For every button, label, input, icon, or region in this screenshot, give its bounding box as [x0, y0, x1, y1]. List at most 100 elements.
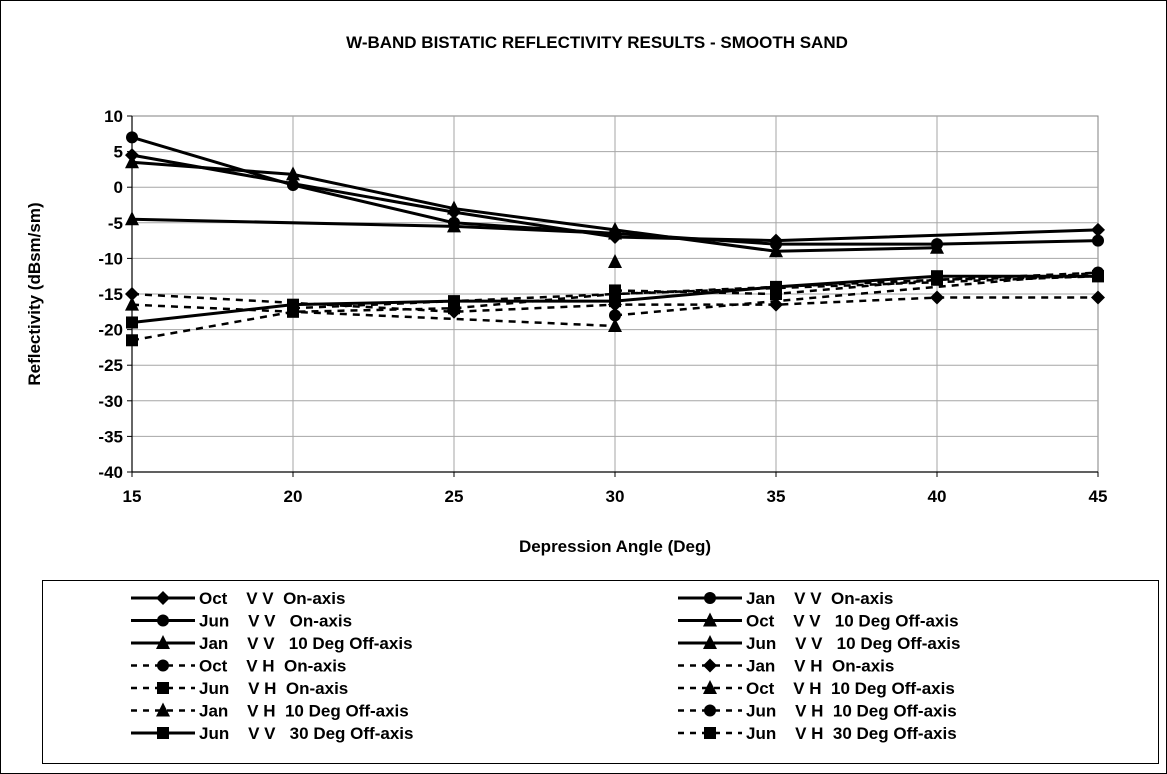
- series-line: [131, 160, 938, 253]
- legend-entry: Jun V H 10 Deg Off-axis: [678, 702, 957, 721]
- legend-entry: Jun V H On-axis: [131, 679, 348, 698]
- legend-entry: Jun V V 30 Deg Off-axis: [131, 724, 413, 743]
- data-point: [931, 273, 943, 286]
- series-line: [614, 274, 1099, 296]
- legend-label: Jun V H 10 Deg Off-axis: [746, 702, 957, 721]
- y-tick-label: -25: [98, 356, 123, 375]
- y-tick-label: -35: [98, 427, 123, 446]
- data-point: [1092, 234, 1104, 247]
- legend-entry: Oct V V 10 Deg Off-axis: [678, 612, 959, 631]
- data-point: [608, 318, 622, 333]
- legend-marker: [157, 614, 169, 627]
- legend-label: Oct V V On-axis: [199, 589, 345, 608]
- series-line: [131, 274, 1099, 342]
- data-point: [447, 200, 461, 215]
- legend-label: Jun V V 30 Deg Off-axis: [199, 724, 413, 743]
- legend-entry: Jun V V 10 Deg Off-axis: [678, 634, 960, 653]
- legend-marker: [156, 702, 170, 717]
- legend-entry: Jun V V On-axis: [131, 612, 352, 631]
- data-point: [448, 295, 460, 308]
- legend-marker: [703, 680, 717, 694]
- series-line: [131, 303, 616, 328]
- data-point: [126, 334, 138, 347]
- data-point: [1092, 270, 1104, 283]
- data-point: [1091, 222, 1105, 237]
- series-13: [609, 270, 1104, 300]
- legend-label: Jan V H 10 Deg Off-axis: [199, 702, 409, 721]
- legend-label: Jan V V On-axis: [746, 589, 893, 608]
- data-series: [125, 131, 1105, 347]
- legend-label: Jan V H On-axis: [746, 657, 894, 676]
- legend-marker: [703, 612, 717, 627]
- legend-marker: [704, 727, 716, 739]
- legend-marker: [703, 658, 717, 673]
- legend-marker: [156, 591, 170, 605]
- y-tick-label: 10: [104, 107, 123, 126]
- series-line: [614, 231, 1099, 246]
- series-line: [131, 292, 1098, 314]
- x-tick-label: 30: [606, 487, 625, 506]
- y-tick-label: -15: [98, 285, 123, 304]
- data-point: [609, 309, 621, 322]
- y-tick-label: -10: [98, 249, 123, 268]
- y-tick-label: -20: [98, 321, 123, 340]
- x-tick-label: 40: [928, 487, 947, 506]
- data-point: [608, 225, 622, 240]
- legend-marker: [157, 659, 169, 672]
- legend-entry: Oct V H On-axis: [131, 657, 346, 676]
- legend-entry: Jan V V 10 Deg Off-axis: [131, 634, 413, 653]
- legend-marker: [156, 635, 170, 649]
- legend-label: Jun V H 30 Deg Off-axis: [746, 724, 957, 743]
- legend-label: Jun V V 10 Deg Off-axis: [746, 634, 960, 653]
- data-point: [125, 211, 139, 226]
- data-point: [126, 316, 138, 329]
- y-tick-label: -40: [98, 463, 123, 482]
- data-point: [286, 166, 300, 181]
- data-point: [930, 239, 944, 254]
- legend-label: Jun V V On-axis: [199, 612, 352, 631]
- series-line: [131, 135, 616, 235]
- data-point: [770, 288, 782, 300]
- y-tick-label: 0: [114, 178, 123, 197]
- legend-label: Jan V V 10 Deg Off-axis: [199, 634, 413, 653]
- series-5: [608, 253, 622, 268]
- data-point: [126, 131, 138, 144]
- data-point: [769, 297, 783, 312]
- data-point: [1091, 290, 1105, 305]
- legend-marker: [704, 704, 716, 717]
- data-point: [930, 290, 944, 305]
- legend-label: Jun V H On-axis: [199, 679, 348, 698]
- y-tick-label: -30: [98, 392, 123, 411]
- data-point: [608, 253, 622, 268]
- legend-marker: [157, 682, 169, 694]
- legend-marker: [704, 592, 716, 604]
- x-tick-label: 25: [445, 487, 464, 506]
- legend-entry: Jan V H 10 Deg Off-axis: [131, 702, 409, 721]
- series-4: [125, 211, 622, 240]
- legend-marker: [703, 635, 717, 649]
- data-point: [609, 295, 621, 308]
- legend-label: Oct V H 10 Deg Off-axis: [746, 679, 955, 698]
- data-point: [287, 298, 299, 311]
- x-tick-label: 45: [1089, 487, 1108, 506]
- legend-label: Oct V V 10 Deg Off-axis: [746, 612, 959, 631]
- legend-marker: [157, 727, 169, 739]
- legend-svg: Oct V V On-axis Jan V V On-axis Jun V V On…: [131, 589, 960, 743]
- y-axis-label: Reflectivity (dBsm/sm): [25, 202, 44, 385]
- data-point: [447, 218, 461, 233]
- data-point: [125, 154, 139, 169]
- legend: Oct V V On-axis Jan V V On-axis Jun V V On…: [42, 580, 1159, 764]
- x-axis-label: Depression Angle (Deg): [519, 537, 711, 556]
- x-tick-label: 15: [123, 487, 142, 506]
- legend-entry: Jan V V On-axis: [678, 589, 893, 608]
- legend-label: Oct V H On-axis: [199, 657, 346, 676]
- series-9: [125, 296, 622, 333]
- legend-entry: Oct V V On-axis: [131, 589, 345, 608]
- legend-entry: Oct V H 10 Deg Off-axis: [678, 679, 955, 698]
- legend-entry: Jun V H 30 Deg Off-axis: [678, 724, 957, 743]
- y-tick-label: -5: [108, 214, 123, 233]
- x-tick-label: 20: [284, 487, 303, 506]
- data-point: [287, 179, 299, 192]
